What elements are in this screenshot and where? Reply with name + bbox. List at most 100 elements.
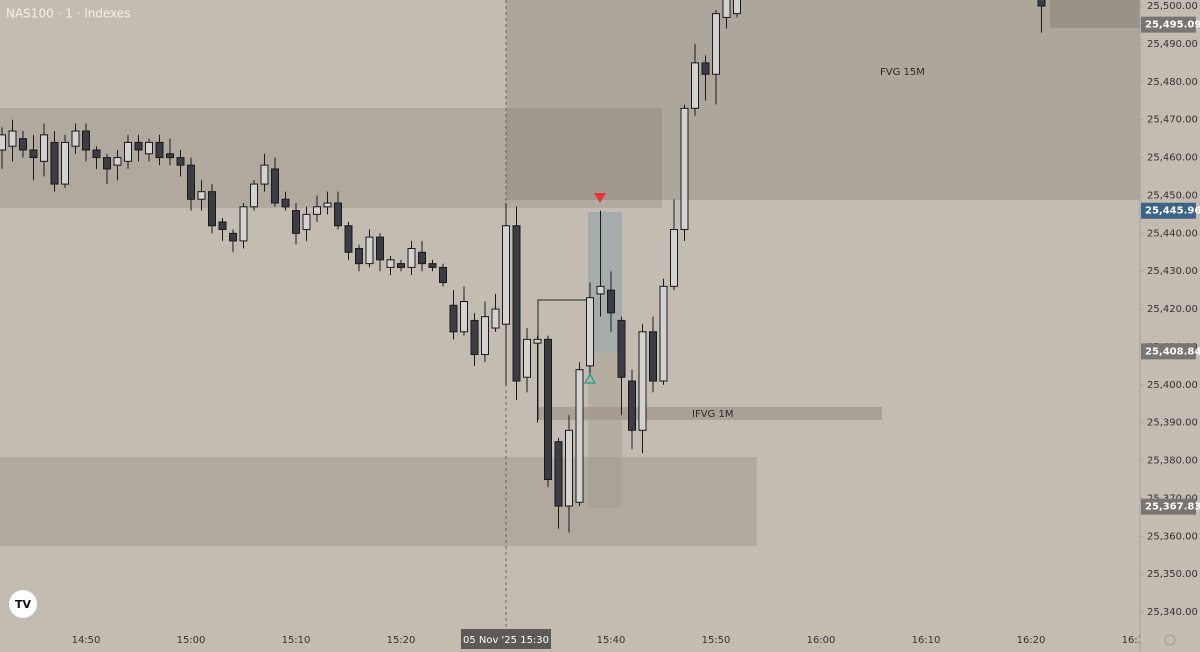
y-tick-label: 25,470.00 (1147, 115, 1198, 126)
candle-body (680, 107, 689, 231)
candle-body (113, 157, 122, 166)
candle-body (397, 263, 405, 268)
price-label-bg (1141, 16, 1196, 33)
candle-body (512, 225, 521, 382)
y-tick-label: 25,460.00 (1147, 153, 1198, 164)
candle-body (712, 13, 720, 75)
candle-body (281, 198, 290, 208)
y-tick-label: 25,490.00 (1147, 39, 1198, 50)
x-tick-label: 16:00 (807, 635, 836, 646)
candle-body (0, 134, 6, 151)
y-tick-label: 25,440.00 (1147, 228, 1198, 239)
zones (0, 0, 1140, 628)
candle-body (155, 141, 164, 159)
candle-body (29, 149, 38, 159)
candle-body (638, 331, 647, 431)
chart-title: NAS100 · 1 · Indexes (6, 7, 131, 21)
candle-body (460, 301, 468, 333)
candle-body (722, 0, 731, 18)
candle-body (124, 141, 132, 162)
x-tick-label: 15:50 (702, 635, 731, 646)
candle-body (617, 319, 626, 378)
price-label: 25,495.09 (1145, 20, 1200, 31)
candle-body (575, 369, 584, 503)
candle-body (166, 153, 174, 159)
candle-body (239, 206, 248, 242)
crosshair-label-bg (461, 629, 551, 649)
candle-body (250, 183, 258, 208)
annotation: FVG 15M (880, 67, 925, 78)
candle-body (586, 297, 594, 367)
candle-body (334, 202, 342, 227)
candle-body (670, 229, 678, 287)
y-tick-label: 25,340.00 (1147, 607, 1198, 618)
candle-body (292, 210, 300, 234)
candle-body (61, 141, 69, 185)
candle-body (701, 62, 710, 75)
candle-body (407, 247, 416, 268)
candle-body (428, 263, 437, 268)
x-tick-label: 16:20 (1017, 635, 1046, 646)
candle-body (271, 168, 279, 204)
x-tick-label: 14:50 (72, 635, 101, 646)
candle-body (659, 285, 668, 382)
candle-body (92, 149, 101, 159)
price-label: 25,367.83 (1145, 502, 1200, 513)
candle-body (628, 380, 636, 431)
x-tick-label: 15:20 (387, 635, 416, 646)
logo (9, 590, 37, 618)
candle-body (554, 441, 563, 507)
zone (588, 353, 622, 508)
candle-body (607, 289, 615, 314)
candle-body (145, 141, 153, 155)
x-axis: 14:5015:0015:1015:2015:3015:4015:5016:00… (72, 635, 1151, 646)
candle-body (481, 316, 489, 356)
zone (538, 407, 882, 420)
candle-body (260, 164, 269, 185)
candle-body (449, 304, 458, 333)
price-label-bg (1141, 202, 1196, 219)
candle-body (733, 0, 741, 15)
candle-body (365, 236, 374, 265)
y-tick-label: 25,350.00 (1147, 569, 1198, 580)
candle-body (197, 191, 206, 200)
candle-body (8, 130, 17, 147)
candle-body (1037, 0, 1046, 7)
candle-body (491, 308, 500, 329)
candle-body (544, 338, 552, 481)
logo-mark: TV (15, 598, 32, 611)
x-tick-label: 16:10 (912, 635, 941, 646)
y-tick-label: 25,480.00 (1147, 77, 1198, 88)
annotation: IFVG 1M (692, 409, 733, 420)
sell-marker (594, 193, 606, 203)
settings-icon[interactable] (1164, 634, 1176, 646)
candle-body (323, 202, 332, 208)
y-tick-label: 25,450.00 (1147, 190, 1198, 201)
x-tick-label: 15:40 (597, 635, 626, 646)
candle-body (533, 338, 542, 344)
y-tick-label: 25,360.00 (1147, 531, 1198, 542)
y-axis-panel (1140, 0, 1200, 652)
candle-body (565, 429, 573, 507)
candle-body (40, 134, 48, 162)
candle-body (502, 225, 510, 325)
candle-body (103, 157, 111, 170)
candle-body (187, 164, 195, 200)
candle-body (376, 236, 384, 261)
candle-body (218, 221, 227, 231)
candle-body (208, 191, 216, 227)
candle-body (439, 266, 447, 284)
y-tick-label: 25,400.00 (1147, 380, 1198, 391)
candle-body (691, 62, 699, 109)
candle-body (50, 141, 59, 185)
candle-body (134, 141, 143, 151)
candle-body (649, 331, 657, 382)
candle-body (302, 213, 311, 231)
buy-marker (583, 372, 597, 384)
candles (0, 0, 1046, 533)
candle-body (176, 157, 185, 166)
candle-body (313, 206, 321, 215)
y-tick-label: 25,500.00 (1147, 1, 1198, 12)
